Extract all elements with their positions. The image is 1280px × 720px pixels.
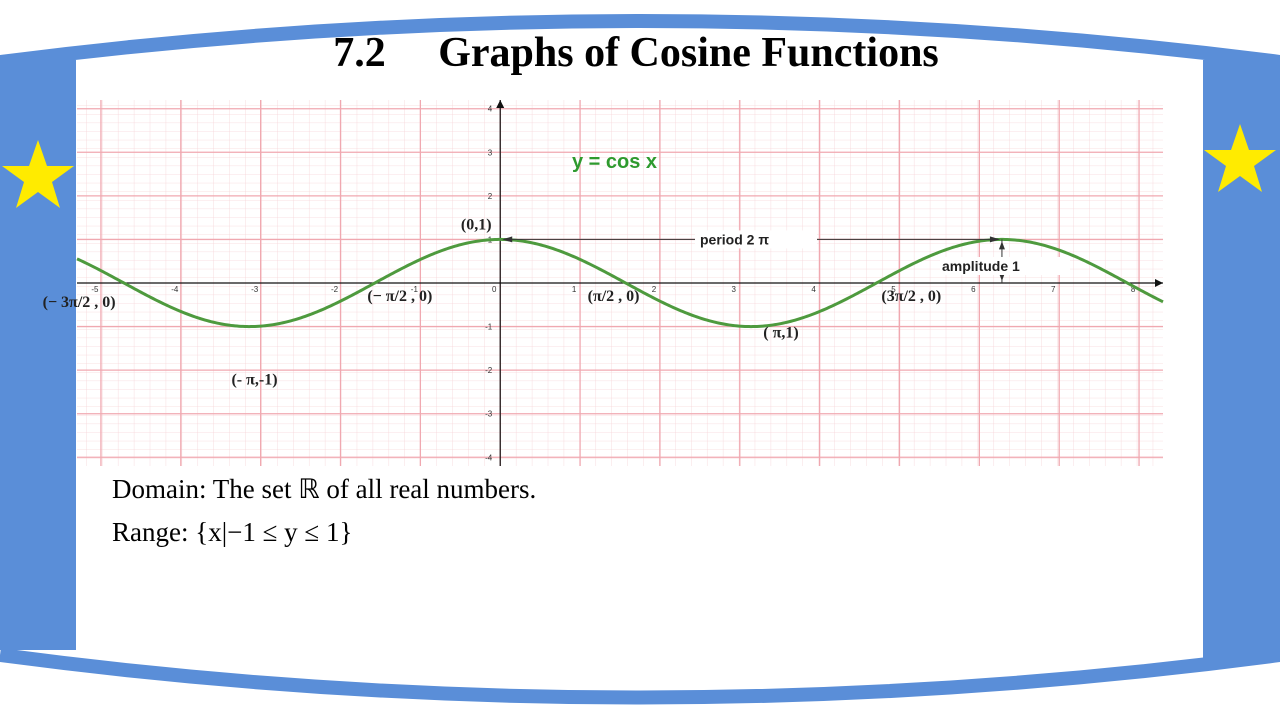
label-bg: [940, 257, 1070, 275]
point-label: (3π/2 , 0): [881, 288, 941, 305]
y-tick-label: -1: [485, 323, 493, 332]
point-label: (π/2 , 0): [588, 288, 640, 305]
x-tick-label: 2: [652, 285, 657, 294]
point-label: (0,1): [461, 216, 492, 233]
top-band: [0, 14, 1280, 69]
bottom-band: [0, 648, 1280, 705]
y-tick-label: -4: [485, 453, 493, 462]
domain-text: Domain: The set ℝ of all real numbers.: [112, 474, 536, 504]
amplitude-label: amplitude 1: [942, 258, 1020, 274]
equation: y = cos x: [572, 151, 657, 173]
point-label: (- π,-1): [231, 372, 277, 389]
x-tick-label: 7: [1051, 285, 1056, 294]
x-tick-label: 4: [811, 285, 816, 294]
x-tick-label: -4: [171, 285, 179, 294]
x-tick-label: -3: [251, 285, 259, 294]
y-tick-label: 3: [488, 148, 493, 157]
y-tick-label: 2: [488, 192, 493, 201]
x-tick-label: 8: [1131, 285, 1136, 294]
x-tick-label: -1: [411, 285, 419, 294]
x-tick-label: 1: [572, 285, 577, 294]
label-bg: [695, 230, 817, 249]
curve: [76, 237, 1164, 329]
period-label: period 2 π: [700, 231, 769, 247]
x-tick-label: 6: [971, 285, 976, 294]
x-tick-label: -5: [91, 285, 99, 294]
x-tick-label: 0: [492, 285, 497, 294]
x-tick-label: 5: [891, 285, 896, 294]
point-label: (− π/2 , 0): [367, 288, 432, 305]
y-tick-label: 4: [488, 105, 493, 114]
x-tick-label: 3: [732, 285, 737, 294]
x-tick-label: -2: [331, 285, 339, 294]
point-label: (− 3π/2 , 0): [43, 294, 116, 311]
y-tick-label: -3: [485, 410, 493, 419]
slide-title: 7.2 Graphs of Cosine Functions: [333, 30, 939, 76]
point-label: ( π,1): [763, 325, 798, 342]
range-text: Range: {x|−1 ≤ y ≤ 1}: [112, 517, 352, 547]
y-tick-label: -2: [485, 366, 493, 375]
